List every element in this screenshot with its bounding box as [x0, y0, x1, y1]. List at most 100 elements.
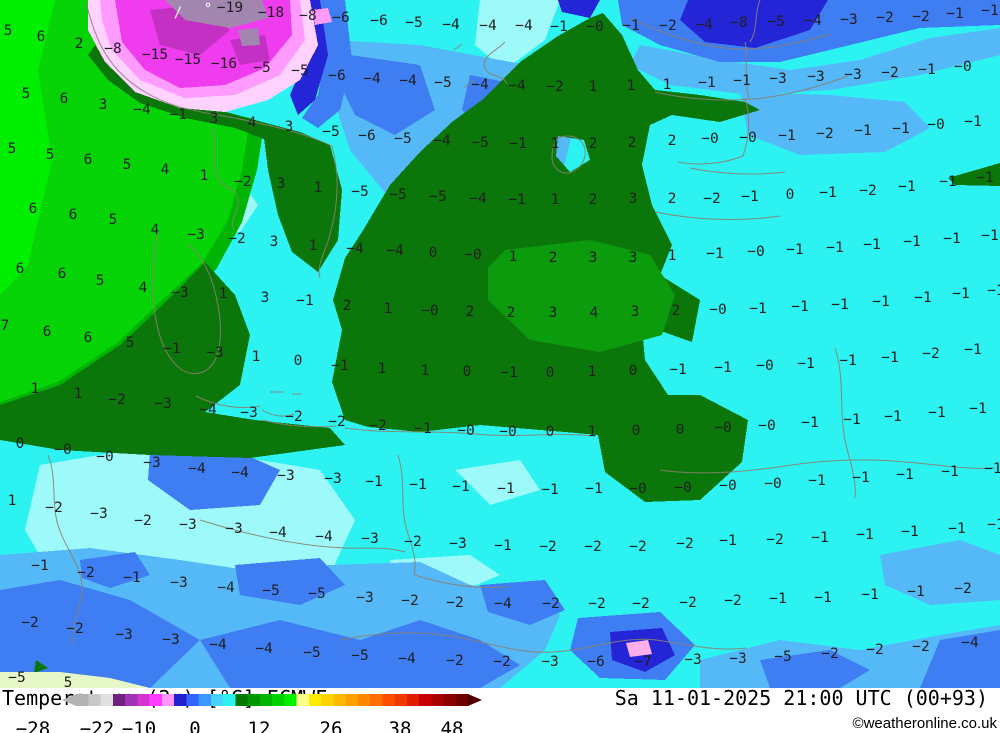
temp-label: 3 — [285, 119, 294, 135]
pale-valley-strip — [0, 672, 150, 688]
temp-label: −1 — [778, 128, 795, 144]
temp-label: −5 — [405, 15, 422, 31]
temp-label: −1 — [896, 467, 913, 483]
temperature-labels: −19 −18 −8 −6 −6 −5 −4 −4 −4 −1 −0 −1 −2 −4 −8 −5 −4 −3 −2… — [1, 0, 1000, 688]
colorbar-left-arrow — [62, 694, 76, 706]
temp-label: −1 — [914, 290, 931, 306]
temp-label: −1 — [976, 170, 993, 186]
temp-label: −0 — [739, 130, 756, 146]
temp-label: −1 — [948, 521, 965, 537]
temp-label: −5 — [253, 60, 270, 76]
temp-label: −1 — [509, 136, 526, 152]
temp-label: −2 — [234, 174, 251, 190]
temp-label: −3 — [115, 627, 132, 643]
temp-label: −19 — [217, 0, 243, 16]
colorbar-tick-label: −10 — [121, 718, 157, 733]
temp-label: 2 — [628, 135, 637, 151]
temp-label: −4 — [479, 18, 497, 34]
temp-label: 1 — [588, 424, 597, 440]
temp-label: −3 — [179, 517, 196, 533]
temp-label: 0 — [463, 364, 472, 380]
temp-label: −1 — [714, 360, 731, 376]
temp-label: 2 — [668, 133, 677, 149]
temp-label: −4 — [386, 243, 404, 259]
temp-label: −1 — [861, 587, 878, 603]
temp-label: −2 — [539, 539, 556, 555]
temp-label: −1 — [791, 299, 808, 315]
temp-label: −4 — [315, 529, 333, 545]
temp-label: −0 — [457, 423, 474, 439]
temp-label: −5 — [434, 75, 451, 91]
temp-label: −2 — [632, 596, 649, 612]
colorbar-segment — [370, 694, 383, 706]
temp-label: 0 — [294, 353, 303, 369]
temp-label: −1 — [831, 297, 848, 313]
temp-label: 2 — [589, 136, 598, 152]
temp-label: 6 — [16, 261, 25, 277]
temp-label: −1 — [981, 3, 998, 19]
temp-label: −6 — [328, 68, 345, 84]
colorbar-tick-label: 38 — [388, 718, 412, 733]
colorbar-segment — [198, 694, 212, 706]
temp-label: −1 — [964, 342, 981, 358]
temp-label: −3 — [154, 396, 171, 412]
temp-label: 5 — [8, 141, 17, 157]
temp-label: −6 — [587, 654, 604, 670]
temp-label: −18 — [258, 5, 284, 21]
temp-label: 5 — [96, 273, 105, 289]
temp-label: 1 — [589, 79, 598, 95]
colorbar-segment — [272, 694, 285, 706]
colorbar-segment — [431, 694, 444, 706]
temp-label: −6 — [370, 13, 387, 29]
temp-label: 6 — [60, 91, 69, 107]
colorbar-tick-label: 0 — [189, 718, 201, 733]
temp-label: 6 — [58, 266, 67, 282]
temp-label: 1 — [252, 349, 261, 365]
temp-label: 0 — [546, 424, 555, 440]
temp-label: −3 — [541, 654, 558, 670]
temp-label: −1 — [769, 591, 786, 607]
temp-label: −1 — [669, 362, 686, 378]
colorbar-segment — [357, 694, 371, 706]
temp-label: −5 — [308, 586, 325, 602]
temp-label: 0 — [632, 423, 641, 439]
colorbar-segment — [247, 694, 261, 706]
colorbar-segment — [419, 694, 432, 706]
colorbar-segment — [321, 694, 334, 706]
temp-label: −2 — [369, 418, 386, 434]
temp-label: −2 — [546, 79, 563, 95]
temp-label: −4 — [217, 580, 235, 596]
temp-label: −2 — [404, 534, 421, 550]
temp-label: −2 — [584, 539, 601, 555]
temp-label: 2 — [589, 192, 598, 208]
colorbar-segment — [345, 694, 359, 706]
temp-label: 5 — [64, 675, 73, 688]
temp-label: 4 — [139, 280, 148, 296]
temp-label: 1 — [200, 168, 209, 184]
temp-label: 1 — [309, 238, 318, 254]
temp-label: −3 — [844, 67, 861, 83]
temp-label: 1 — [8, 493, 17, 509]
temp-label: −4 — [469, 191, 487, 207]
colorbar-segment — [112, 694, 126, 706]
temp-label: −4 — [399, 73, 417, 89]
colorbar-tick-label: −22 — [79, 718, 115, 733]
temp-label: 4 — [590, 305, 599, 321]
white-mark: / — [174, 5, 182, 21]
temp-label: −2 — [21, 615, 38, 631]
temp-label: −2 — [922, 346, 939, 362]
temp-label: −1 — [500, 365, 517, 381]
temp-label: −1 — [872, 294, 889, 310]
temp-label: −2 — [285, 409, 302, 425]
temp-label: −4 — [255, 641, 273, 657]
temp-label: 6 — [37, 29, 46, 45]
temp-label: −5 — [471, 135, 488, 151]
temp-label: 3 — [631, 304, 640, 320]
temp-label: 6 — [69, 207, 78, 223]
temp-label: 0 — [16, 436, 25, 452]
temp-label: −0 — [756, 358, 773, 374]
temp-label: 1 — [421, 363, 430, 379]
temp-label: −1 — [987, 283, 1000, 299]
temp-label: −1 — [163, 341, 180, 357]
temp-label: −8 — [730, 15, 747, 31]
